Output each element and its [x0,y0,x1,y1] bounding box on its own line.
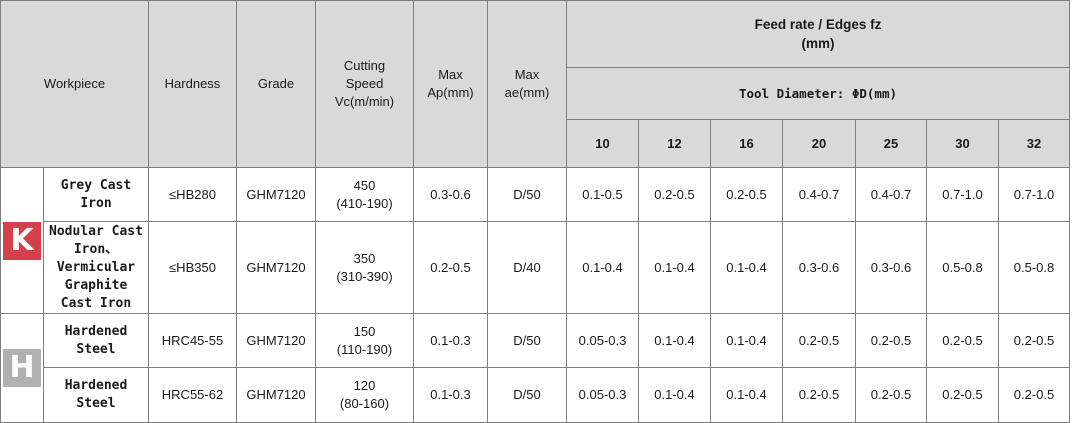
material-group-cell: K [0,167,44,314]
feed-rate-cell-d32: 0.7-1.0 [998,167,1070,222]
workpiece-material-cell: Hardened Steel [43,367,149,423]
feed-rate-cell-d20: 0.3-0.6 [782,221,856,314]
hardness-cell: ≤HB280 [148,167,237,222]
feed-rate-cell-d10: 0.1-0.5 [566,167,639,222]
material-group-badge: K [3,221,41,260]
feed-rate-cell-d32: 0.2-0.5 [998,313,1070,368]
header-diameter-16: 16 [710,119,783,168]
feed-rate-cell-d20: 0.2-0.5 [782,313,856,368]
header-feed-rate: Feed rate / Edges fz (mm) [566,0,1070,68]
max-ap-cell: 0.1-0.3 [413,367,488,423]
cutting-speed-cell: 450 (410-190) [315,167,414,222]
max-ap-cell: 0.1-0.3 [413,313,488,368]
header-diameter-30: 30 [926,119,999,168]
feed-rate-cell-d12: 0.1-0.4 [638,313,711,368]
hardness-cell: ≤HB350 [148,221,237,314]
max-ae-cell: D/50 [487,367,567,423]
max-ae-cell: D/50 [487,167,567,222]
feed-rate-cell-d16: 0.2-0.5 [710,167,783,222]
header-hardness: Hardness [148,0,237,168]
material-group-badge: H [3,349,41,387]
feed-rate-cell-d25: 0.4-0.7 [855,167,927,222]
table-row: Hardened Steel HRC55-62 GHM7120 120 (80-160… [1,367,1076,423]
header-workpiece: Workpiece [0,0,149,168]
feed-rate-cell-d12: 0.2-0.5 [638,167,711,222]
workpiece-material-cell: Hardened Steel [43,313,149,368]
cutting-speed-cell: 150 (110-190) [315,313,414,368]
feed-rate-cell-d12: 0.1-0.4 [638,367,711,423]
grade-cell: GHM7120 [236,221,316,314]
header-cutting-speed: Cutting Speed Vc(m/min) [315,0,414,168]
header-diameter-10: 10 [566,119,639,168]
grade-cell: GHM7120 [236,167,316,222]
table-row: K Grey Cast Iron ≤HB280 GHM7120 450 (410-190… [0,167,1076,314]
feed-rate-cell-d10: 0.05-0.3 [566,367,639,423]
header-diameter-25: 25 [855,119,927,168]
feed-rate-cell-d30: 0.5-0.8 [926,221,999,314]
grade-cell: GHM7120 [236,313,316,368]
feed-rate-cell-d20: 0.4-0.7 [782,167,856,222]
grade-cell: GHM7120 [236,367,316,423]
table-row: H Hardened Steel HRC45-55 GHM7120 150 (110-1… [0,313,1076,423]
feed-rate-cell-d10: 0.05-0.3 [566,313,639,368]
header-grade: Grade [236,0,316,168]
max-ae-cell: D/40 [487,221,567,314]
feed-rate-cell-d20: 0.2-0.5 [782,367,856,423]
feed-rate-cell-d10: 0.1-0.4 [566,221,639,314]
max-ap-cell: 0.2-0.5 [413,221,488,314]
feed-rate-cell-d30: 0.2-0.5 [926,313,999,368]
header-row-2: Tool Diameter: ΦD(mm) [1,67,1076,120]
workpiece-material-cell: Grey Cast Iron [43,167,149,222]
hardness-cell: HRC45-55 [148,313,237,368]
header-diameter-row: 10 12 16 20 25 30 32 [1,119,1076,168]
header-max-ae: Max ae(mm) [487,0,567,168]
feed-rate-cell-d32: 0.5-0.8 [998,221,1070,314]
header-diameter-12: 12 [638,119,711,168]
header-max-ap: Max Ap(mm) [413,0,488,168]
feed-rate-cell-d25: 0.3-0.6 [855,221,927,314]
feed-rate-cell-d30: 0.7-1.0 [926,167,999,222]
feed-rate-cell-d25: 0.2-0.5 [855,367,927,423]
header-row-1: Workpiece Hardness Grade Cutting Speed V… [0,0,1076,168]
material-group-cell: H [0,313,44,423]
header-tool-diameter: Tool Diameter: ΦD(mm) [566,67,1070,120]
feed-rate-cell-d30: 0.2-0.5 [926,367,999,423]
header-diameter-20: 20 [782,119,856,168]
feed-rate-cell-d16: 0.1-0.4 [710,313,783,368]
feed-rate-cell-d25: 0.2-0.5 [855,313,927,368]
feed-rate-cell-d16: 0.1-0.4 [710,221,783,314]
cutting-speed-cell: 350 (310-390) [315,221,414,314]
header-diameter-32: 32 [998,119,1070,168]
cutting-speed-cell: 120 (80-160) [315,367,414,423]
workpiece-material-cell: Nodular Cast Iron、 Vermicular Graphite C… [43,221,149,314]
table-row: Nodular Cast Iron、 Vermicular Graphite C… [1,221,1076,314]
hardness-cell: HRC55-62 [148,367,237,423]
feed-rate-cell-d12: 0.1-0.4 [638,221,711,314]
max-ae-cell: D/50 [487,313,567,368]
feed-rate-cell-d32: 0.2-0.5 [998,367,1070,423]
max-ap-cell: 0.3-0.6 [413,167,488,222]
feed-rate-cell-d16: 0.1-0.4 [710,367,783,423]
